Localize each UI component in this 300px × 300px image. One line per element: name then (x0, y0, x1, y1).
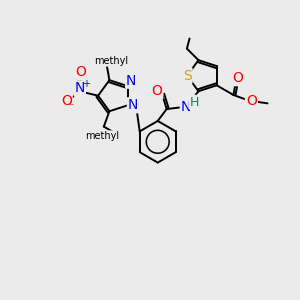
Text: +: + (82, 79, 90, 89)
Text: S: S (183, 69, 191, 83)
Text: H: H (190, 96, 199, 109)
Text: N: N (74, 81, 85, 95)
Text: O: O (61, 94, 72, 108)
Text: methyl: methyl (94, 56, 128, 66)
Text: O: O (246, 94, 257, 108)
Text: O: O (76, 65, 87, 79)
Text: N: N (128, 98, 138, 112)
Text: methyl: methyl (85, 131, 119, 141)
Text: O: O (232, 71, 243, 85)
Text: O: O (152, 84, 162, 98)
Text: N: N (126, 74, 136, 88)
Text: ⁻: ⁻ (68, 101, 74, 114)
Text: N: N (181, 100, 191, 114)
